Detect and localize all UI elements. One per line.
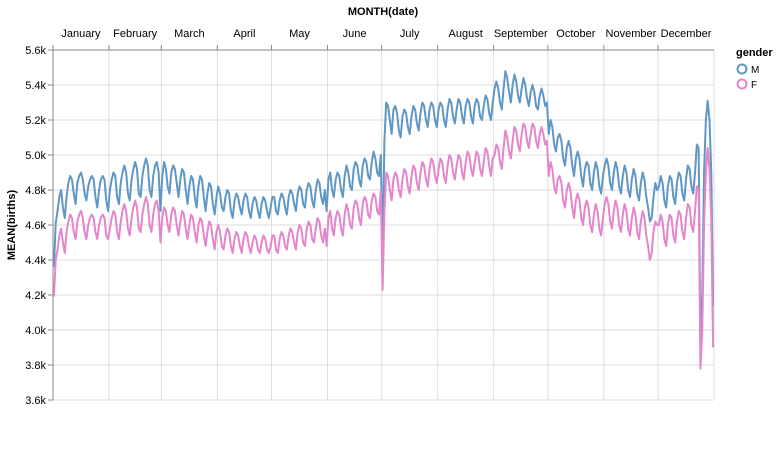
x-tick-label: October [556,28,595,40]
x-tick-label: August [449,28,483,40]
y-tick-label: 4.2k [25,290,46,302]
y-tick-label: 5.6k [25,45,46,57]
y-tick-label: 5.2k [25,115,46,127]
x-axis: January February March April May June July Augu… [52,28,714,51]
x-tick-label: February [113,28,158,40]
x-tick-label: May [289,28,310,40]
legend-label-f: F [751,80,757,91]
legend: gender MF [736,47,773,91]
y-tick-label: 4.6k [25,220,46,232]
series-line-m [52,70,715,345]
legend-label-m: M [751,65,759,76]
x-tick-label: December [661,28,712,40]
y-tick-label: 4.0k [25,325,46,337]
legend-title: gender [736,47,773,59]
x-tick-label: January [61,28,101,40]
y-tick-label: 3.8k [25,360,46,372]
y-tick-label: 5.4k [25,80,46,92]
x-tick-label: November [606,28,657,40]
x-axis-title: MONTH(date) [348,6,419,18]
x-tick-label: September [494,28,548,40]
legend-symbol-m [736,63,748,75]
series-lines [52,70,715,370]
y-axis-title: MEAN(births) [6,190,18,261]
legend-symbol-f [736,78,748,90]
x-tick-label: June [343,28,367,40]
y-axis: 3.6k 3.8k 4.0k 4.2k 4.4k 4.6k 4.8k 5.0k 5.2k 5.4k… [25,45,54,407]
y-tick-label: 3.6k [25,395,46,407]
y-tick-label: 4.4k [25,255,46,267]
y-tick-label: 4.8k [25,185,46,197]
x-tick-label: July [400,28,420,40]
series-line-f [52,122,715,370]
y-tick-label: 5.0k [25,150,46,162]
x-tick-label: March [174,28,205,40]
x-tick-label: April [233,28,255,40]
